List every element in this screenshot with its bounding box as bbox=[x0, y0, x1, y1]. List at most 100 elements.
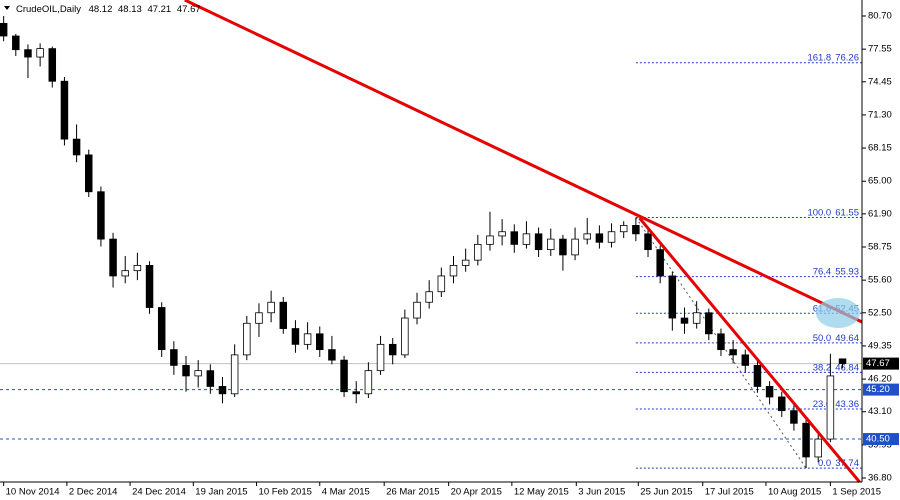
candle-body bbox=[425, 291, 433, 303]
trendline bbox=[184, 0, 863, 324]
candle-body bbox=[303, 333, 312, 345]
candle-body bbox=[218, 386, 227, 395]
x-tick-label: 24 Dec 2014 bbox=[132, 487, 186, 498]
level-box bbox=[863, 383, 899, 396]
x-tick-label: 25 Jun 2015 bbox=[640, 487, 692, 498]
y-tick-label: 77.55 bbox=[868, 44, 892, 55]
x-tick-label: 12 May 2015 bbox=[514, 487, 569, 498]
high: 48.13 bbox=[118, 4, 142, 15]
y-tick-label: 65.00 bbox=[868, 176, 892, 187]
candle-body bbox=[632, 225, 640, 235]
candle-body bbox=[194, 370, 202, 377]
candle-body bbox=[559, 238, 567, 256]
candle-body bbox=[571, 238, 579, 256]
trendline bbox=[638, 217, 861, 483]
fib-level-value: 23.6 bbox=[813, 398, 832, 409]
x-tick-label: 2 Dec 2014 bbox=[69, 487, 118, 498]
candle-body bbox=[267, 301, 275, 314]
candle-body bbox=[413, 301, 421, 319]
candle-body bbox=[583, 233, 591, 240]
candle-body bbox=[97, 191, 105, 240]
close: 47.67 bbox=[177, 4, 201, 15]
fib-label: 76.4 55.93 bbox=[813, 266, 859, 277]
candle-body bbox=[595, 233, 604, 243]
candle-body bbox=[109, 238, 117, 277]
candle-body bbox=[705, 312, 713, 335]
candle-body bbox=[449, 265, 458, 277]
candle-body bbox=[72, 138, 81, 156]
x-tick-label: 17 Jul 2015 bbox=[705, 487, 754, 498]
y-tick-label: 80.70 bbox=[868, 11, 892, 22]
candle-body bbox=[826, 375, 835, 440]
x-tick-label: 10 Feb 2015 bbox=[259, 487, 312, 498]
candle-body bbox=[717, 333, 725, 351]
candle-body bbox=[133, 265, 142, 272]
candle-body bbox=[157, 307, 166, 351]
candle-body bbox=[729, 349, 737, 356]
candle-body bbox=[291, 328, 300, 345]
candle-body bbox=[474, 243, 482, 261]
highlight bbox=[816, 298, 860, 328]
candle-body bbox=[340, 359, 348, 393]
candle-body bbox=[121, 270, 129, 277]
candle-body bbox=[790, 410, 798, 424]
x-tick-label: 4 Mar 2015 bbox=[322, 487, 370, 498]
candle-body bbox=[24, 49, 32, 58]
candle-body bbox=[814, 438, 822, 458]
fib-price: 43.36 bbox=[835, 398, 859, 409]
candle-body bbox=[692, 312, 701, 324]
candle-body bbox=[656, 249, 664, 277]
candle-body bbox=[328, 349, 336, 361]
candle-body bbox=[498, 231, 506, 237]
candle-body bbox=[170, 349, 178, 366]
x-tick-label: 26 Mar 2015 bbox=[386, 487, 439, 498]
fib-price: 49.64 bbox=[835, 332, 859, 343]
low: 47.21 bbox=[147, 4, 171, 15]
x-tick-label: 10 Nov 2014 bbox=[6, 487, 60, 498]
current-price-box bbox=[863, 357, 899, 370]
y-tick-label: 58.75 bbox=[868, 242, 892, 253]
y-tick-label: 61.90 bbox=[868, 208, 892, 219]
fib-label: 100.0 61.55 bbox=[807, 207, 859, 218]
symbol: CrudeOIL,Daily bbox=[16, 4, 81, 15]
candle-body bbox=[0, 22, 8, 37]
x-tick-label: 20 Apr 2015 bbox=[451, 487, 502, 498]
candle-body bbox=[316, 333, 324, 351]
header-arrow bbox=[4, 6, 10, 10]
fib-label: 50.0 49.64 bbox=[813, 332, 859, 343]
level-label: 45.20 bbox=[866, 384, 890, 395]
x-tick-label: 3 Jun 2015 bbox=[578, 487, 625, 498]
y-tick-label: 55.60 bbox=[868, 275, 892, 286]
y-tick-label: 71.30 bbox=[868, 109, 892, 120]
candle-body bbox=[388, 343, 397, 356]
candle-body bbox=[486, 235, 494, 245]
fib-level-value: 38.2 bbox=[813, 362, 832, 373]
candle-body bbox=[461, 259, 470, 266]
fib-level-value: 161.8 bbox=[807, 52, 831, 63]
candle-body bbox=[255, 312, 263, 324]
candle-body bbox=[230, 354, 239, 395]
candle-body bbox=[607, 231, 616, 243]
fib-level-value: 50.0 bbox=[813, 332, 832, 343]
fib-label: 161.8 76.26 bbox=[807, 52, 859, 63]
candle-body bbox=[522, 233, 531, 245]
candle-body bbox=[352, 391, 360, 395]
candle-body bbox=[510, 231, 519, 245]
fib-label: 0.0 37.74 bbox=[818, 458, 859, 469]
current-price-label: 47.67 bbox=[866, 358, 890, 369]
candle-body bbox=[36, 48, 44, 58]
candle-body bbox=[680, 317, 689, 324]
candle-body bbox=[644, 233, 652, 251]
y-tick-label: 52.50 bbox=[868, 307, 892, 318]
x-tick-label: 1 Sep 2015 bbox=[832, 487, 881, 498]
candle-body bbox=[437, 275, 446, 293]
candle-body bbox=[765, 386, 774, 398]
candle-body bbox=[668, 275, 677, 319]
x-tick-label: 19 Jan 2015 bbox=[195, 487, 247, 498]
level-label: 40.50 bbox=[866, 434, 890, 445]
fib-price: 37.74 bbox=[835, 458, 859, 469]
candle-body bbox=[619, 225, 628, 233]
candle-body bbox=[802, 422, 810, 458]
